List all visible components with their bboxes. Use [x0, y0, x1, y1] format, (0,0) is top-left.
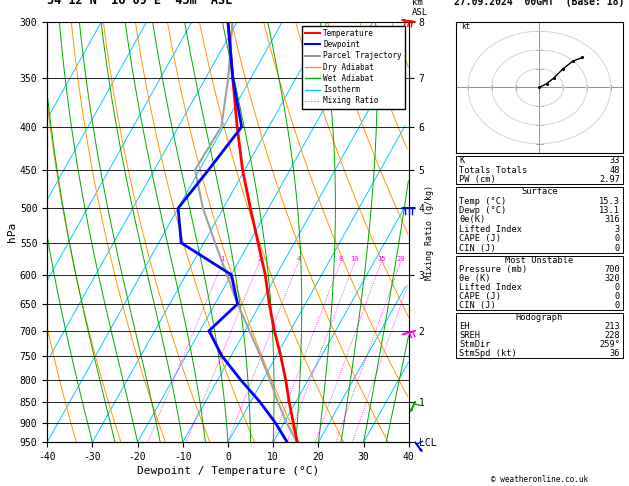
Text: 48: 48: [610, 166, 620, 174]
Text: K: K: [459, 156, 464, 165]
Text: Surface: Surface: [521, 187, 558, 196]
Text: Pressure (mb): Pressure (mb): [459, 265, 528, 274]
Text: 15.3: 15.3: [599, 197, 620, 206]
Text: 0: 0: [615, 243, 620, 253]
Text: CIN (J): CIN (J): [459, 301, 496, 310]
Text: km
ASL: km ASL: [412, 0, 428, 17]
Text: SREH: SREH: [459, 331, 480, 340]
Text: 27.09.2024  00GMT  (Base: 18): 27.09.2024 00GMT (Base: 18): [454, 0, 625, 7]
Text: 0: 0: [615, 292, 620, 301]
Text: 20: 20: [396, 256, 405, 262]
Text: CIN (J): CIN (J): [459, 243, 496, 253]
Text: Hodograph: Hodograph: [516, 313, 563, 322]
Text: 213: 213: [604, 322, 620, 331]
Text: 0: 0: [615, 234, 620, 243]
Text: 13.1: 13.1: [599, 206, 620, 215]
Text: 0: 0: [615, 301, 620, 310]
Text: 15: 15: [377, 256, 386, 262]
Text: θe(K): θe(K): [459, 215, 486, 225]
Text: Lifted Index: Lifted Index: [459, 283, 522, 292]
Text: 316: 316: [604, 215, 620, 225]
Y-axis label: hPa: hPa: [7, 222, 17, 242]
Text: StmDir: StmDir: [459, 340, 491, 349]
Text: 228: 228: [604, 331, 620, 340]
Text: 8: 8: [338, 256, 343, 262]
Text: 700: 700: [604, 265, 620, 274]
Text: 33: 33: [610, 156, 620, 165]
Text: Temp (°C): Temp (°C): [459, 197, 506, 206]
Text: 0: 0: [615, 283, 620, 292]
Text: © weatheronline.co.uk: © weatheronline.co.uk: [491, 474, 588, 484]
Text: 320: 320: [604, 274, 620, 283]
Text: Mixing Ratio (g/kg): Mixing Ratio (g/kg): [425, 185, 433, 279]
Text: 36: 36: [610, 349, 620, 358]
Text: 2: 2: [257, 256, 261, 262]
Text: 1: 1: [221, 256, 225, 262]
Text: θe (K): θe (K): [459, 274, 491, 283]
Text: 10: 10: [350, 256, 359, 262]
Text: Totals Totals: Totals Totals: [459, 166, 528, 174]
Legend: Temperature, Dewpoint, Parcel Trajectory, Dry Adiabat, Wet Adiabat, Isotherm, Mi: Temperature, Dewpoint, Parcel Trajectory…: [302, 26, 405, 108]
Text: 259°: 259°: [599, 340, 620, 349]
Text: 54°12'N  16°09'E  43m  ASL: 54°12'N 16°09'E 43m ASL: [47, 0, 233, 7]
Text: kt: kt: [461, 22, 470, 32]
Text: Most Unstable: Most Unstable: [505, 256, 574, 265]
Text: CAPE (J): CAPE (J): [459, 234, 501, 243]
Text: EH: EH: [459, 322, 470, 331]
Text: 2.97: 2.97: [599, 175, 620, 184]
Text: 4: 4: [296, 256, 301, 262]
Text: StmSpd (kt): StmSpd (kt): [459, 349, 517, 358]
Text: Lifted Index: Lifted Index: [459, 225, 522, 234]
Text: CAPE (J): CAPE (J): [459, 292, 501, 301]
Text: PW (cm): PW (cm): [459, 175, 496, 184]
Text: Dewp (°C): Dewp (°C): [459, 206, 506, 215]
X-axis label: Dewpoint / Temperature (°C): Dewpoint / Temperature (°C): [137, 466, 319, 476]
Text: 3: 3: [615, 225, 620, 234]
